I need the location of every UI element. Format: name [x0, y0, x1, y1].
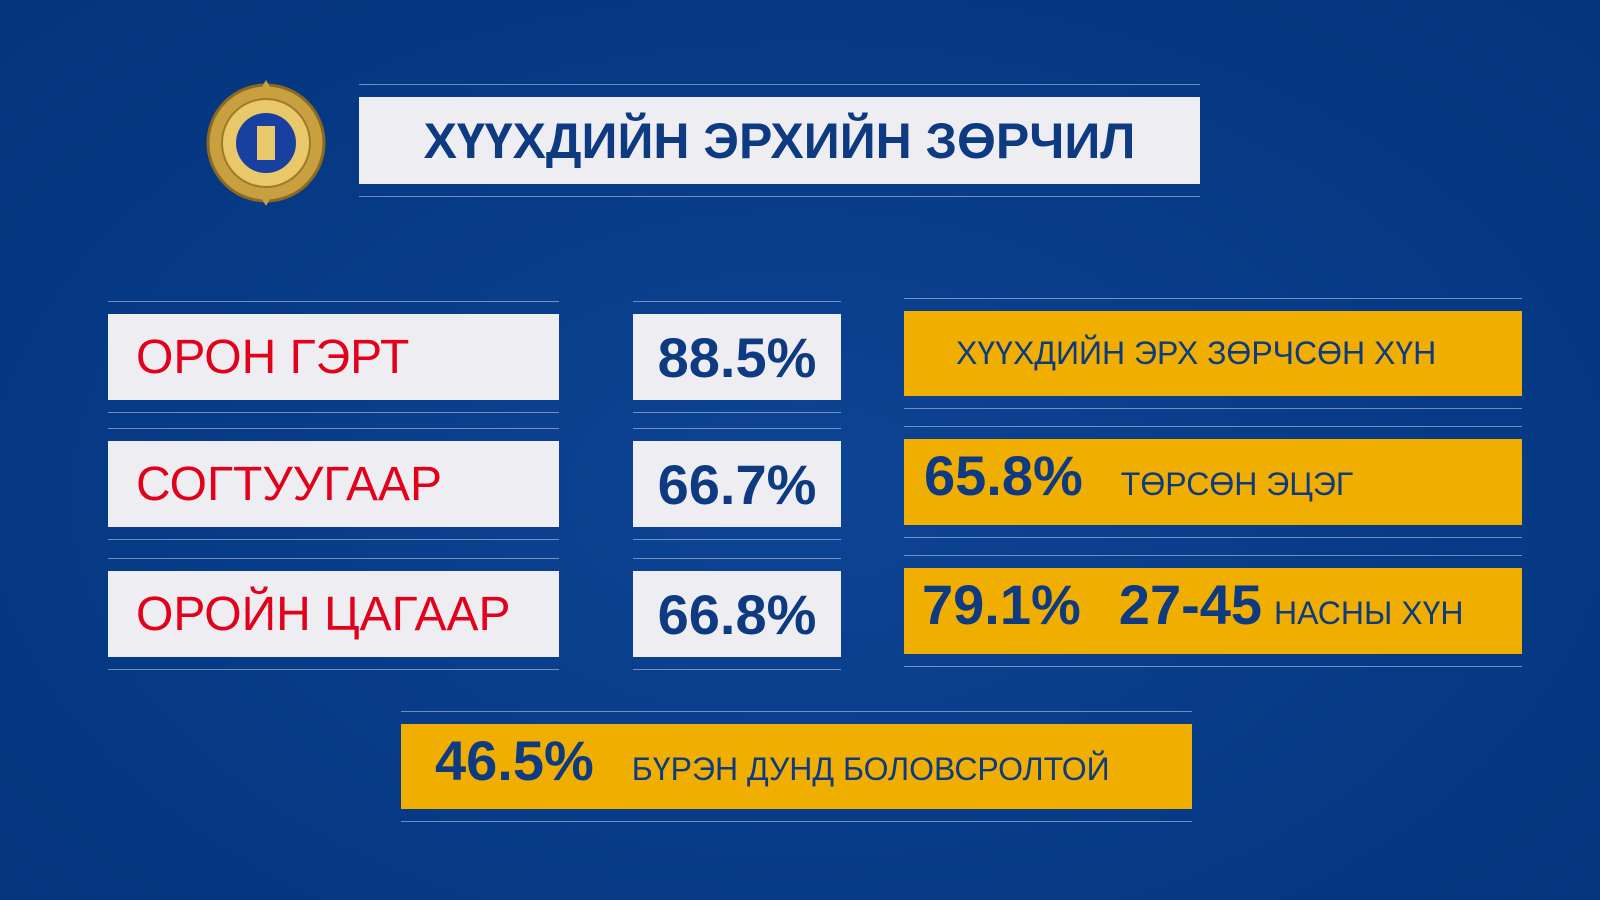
row-percent: 66.7%	[633, 428, 841, 540]
age-box: 79.1% 27-45 НАСНЫ ХҮН	[904, 555, 1522, 667]
education-box: 46.5% БҮРЭН ДУНД БОЛОВСРОЛТОЙ	[401, 711, 1192, 822]
relation-box: 65.8% ТӨРСӨН ЭЦЭГ	[904, 426, 1522, 538]
age-percent: 79.1%	[922, 573, 1081, 636]
offender-heading: ХҮҮХДИЙН ЭРХ ЗӨРЧСӨН ХҮН	[904, 298, 1522, 409]
education-percent: 46.5%	[435, 729, 594, 792]
row-label: СОГТУУГААР	[108, 428, 559, 540]
emblem	[206, 80, 326, 206]
row-percent: 66.8%	[633, 558, 841, 670]
title: ХҮҮХДИЙН ЭРХИЙН ЗӨРЧИЛ	[359, 84, 1200, 197]
relation: ТӨРСӨН ЭЦЭГ	[1120, 466, 1354, 502]
row-label: ОРОЙН ЦАГААР	[108, 558, 559, 670]
age-range: 27-45	[1118, 573, 1263, 636]
education: БҮРЭН ДУНД БОЛОВСРОЛТОЙ	[631, 751, 1110, 787]
row-label: ОРОН ГЭРТ	[108, 301, 559, 413]
relation-percent: 65.8%	[924, 444, 1083, 507]
age-text: НАСНЫ ХҮН	[1274, 595, 1464, 631]
row-percent: 88.5%	[633, 301, 841, 413]
